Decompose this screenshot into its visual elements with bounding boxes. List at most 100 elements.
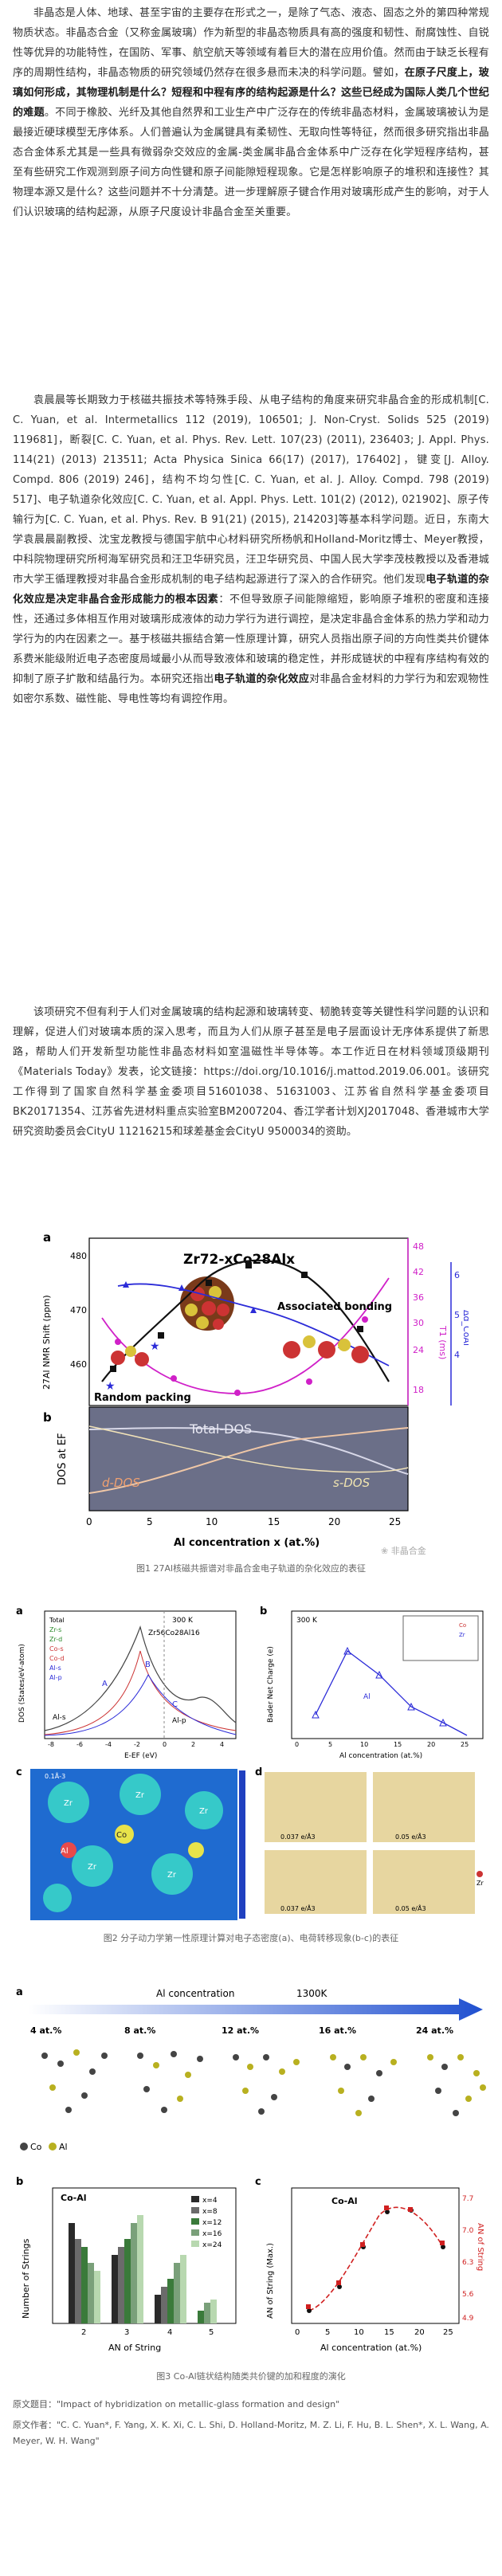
svg-text:Al: Al <box>61 1847 69 1856</box>
temp-label: 300 K <box>172 1617 194 1625</box>
svg-text:3: 3 <box>124 2328 129 2337</box>
figure-1: a 480 470 460 27Al NMR Shift (ppm) 48 42 36 … <box>38 1230 469 1555</box>
figure-2-caption: 图2 分子动力学第一性原理计算对电子态密度(a)、电荷转移现象(b-c)的表征 <box>103 1933 399 1943</box>
svg-text:-8: -8 <box>48 1741 54 1748</box>
concentration-arrow <box>29 1998 483 2021</box>
svg-text:x=16: x=16 <box>202 2230 222 2238</box>
svg-text:C: C <box>172 1700 178 1709</box>
svg-text:★: ★ <box>150 1340 160 1353</box>
dos-axis-label: DOS at EF <box>57 1433 69 1485</box>
bar-y-label: Number of Strings <box>21 2238 31 2319</box>
svg-text:x=4: x=4 <box>202 2197 218 2205</box>
curve-x-label: Al concentration (at.%) <box>320 2343 422 2353</box>
panel-a-label: a <box>16 1606 23 1617</box>
figure-2: a Total Zr-s Zr-d Co-s Co-d Al-s Al-p 30… <box>13 1603 489 1925</box>
svg-text:Zr: Zr <box>459 1632 465 1638</box>
bader-al-line <box>315 1650 468 1736</box>
svg-text:10: 10 <box>354 2328 364 2337</box>
svg-text:Zr: Zr <box>135 1791 145 1800</box>
svg-text:Al-s: Al-s <box>49 1664 61 1672</box>
svg-text:10: 10 <box>360 1741 368 1748</box>
paragraph-intro: 非晶态是人体、地球、甚至宇宙的主要存在形式之一，是除了气态、液态、固态之外的第四… <box>13 7 489 218</box>
svg-text:4 at.%: 4 at.% <box>30 2025 61 2036</box>
reference-authors: 原文作者："C. C. Yuan*, F. Yang, X. K. Xi, C.… <box>13 2420 489 2446</box>
svg-text:Al-p: Al-p <box>172 1717 186 1725</box>
concentration-labels: 4 at.% 8 at.% 12 at.% 16 at.% 24 at.% <box>30 2025 453 2036</box>
svg-text:Co: Co <box>116 1831 127 1840</box>
string-bars <box>69 2215 217 2323</box>
svg-text:0: 0 <box>295 2328 300 2337</box>
x-axis-label: Al concentration x (at.%) <box>174 1537 320 1549</box>
bar-legend: x=4 x=8 x=12 x=16 x=24 <box>191 2196 222 2249</box>
svg-text:20: 20 <box>414 2328 425 2337</box>
highlight-question: 在原子尺度上，玻璃如何形成，其物理机制是什么？短程和中程有序的结构起源是什么？这… <box>13 67 489 119</box>
svg-text:20: 20 <box>427 1741 435 1748</box>
svg-text:15: 15 <box>384 2328 394 2337</box>
svg-text:460: 460 <box>70 1359 87 1370</box>
svg-text:16 at.%: 16 at.% <box>319 2025 356 2036</box>
svg-text:Zr-d: Zr-d <box>49 1636 62 1643</box>
svg-text:B: B <box>145 1660 151 1669</box>
svg-text:Al-p: Al-p <box>49 1674 62 1681</box>
svg-text:6: 6 <box>454 1270 460 1280</box>
dos-panel <box>88 1406 409 1511</box>
temperature-label: 1300K <box>296 1988 328 1999</box>
svg-text:0: 0 <box>163 1741 167 1748</box>
isosurface-images <box>265 1772 475 1914</box>
dcoal-axis-ticks: 6 5 4 <box>454 1270 460 1360</box>
figure-3-caption: 图3 Co-Al链状结构随类共价键的加和程度的演化 <box>156 2371 346 2382</box>
svg-text:24: 24 <box>413 1345 424 1355</box>
svg-text:Zr: Zr <box>64 1799 73 1808</box>
x-axis-ticks: 0 5 10 15 20 25 <box>86 1516 401 1527</box>
svg-text:300 K: 300 K <box>296 1617 318 1625</box>
svg-text:25: 25 <box>443 2328 453 2337</box>
t1-axis-label: T1 (ms) <box>437 1325 448 1359</box>
svg-text:0.1Å-3: 0.1Å-3 <box>45 1771 65 1780</box>
svg-text:24 at.%: 24 at.% <box>416 2025 453 2036</box>
svg-text:42: 42 <box>413 1267 424 1277</box>
d-dos-label: d-DOS <box>102 1476 140 1490</box>
svg-text:480: 480 <box>70 1251 87 1261</box>
svg-text:20: 20 <box>328 1516 340 1527</box>
svg-text:Co: Co <box>30 2142 42 2152</box>
panel-b-label: b <box>16 2176 23 2188</box>
svg-text:Co-s: Co-s <box>49 1645 64 1653</box>
curve-frame <box>291 2187 460 2324</box>
svg-text:Co: Co <box>459 1622 466 1629</box>
svg-text:6.3: 6.3 <box>462 2259 473 2267</box>
panel-d-label: d <box>255 1766 262 1778</box>
svg-text:2: 2 <box>191 1741 195 1748</box>
an-curve <box>308 2206 444 2311</box>
associated-bonding-label: Associated bonding <box>277 1301 392 1313</box>
panel-a-label: a <box>43 1230 51 1245</box>
random-packing-label: Random packing <box>94 1392 191 1404</box>
svg-text:7.0: 7.0 <box>462 2227 474 2235</box>
nmr-points <box>110 1262 363 1372</box>
paragraph-research: 袁晨晨等长期致力于核磁共振技术等特殊手段、从电子结构的角度来研究非晶合金的形成机… <box>13 394 489 705</box>
svg-text:★: ★ <box>105 1380 116 1393</box>
t1-points <box>115 1316 368 1396</box>
legend-co-al: Co Al <box>20 2142 68 2152</box>
figure-3: a Al concentration 1300K 4 at.% 8 at.% 1… <box>13 1984 489 2363</box>
svg-text:15: 15 <box>394 1741 402 1748</box>
nmr-axis-label: 27Al NMR Shift (ppm) <box>41 1295 52 1390</box>
svg-text:Al: Al <box>363 1693 371 1701</box>
paragraph-significance: 该项研究不但有利于人们对金属玻璃的结构起源和玻璃转变、韧脆转变等关键性科学问题的… <box>13 1006 489 1138</box>
highlight-finding: 电子轨道的杂化效应是决定非晶合金形成能力的根本因素 <box>13 574 489 606</box>
svg-text:Zr: Zr <box>167 1871 177 1880</box>
svg-text:15: 15 <box>268 1516 280 1527</box>
panel-b-label: b <box>43 1410 52 1425</box>
svg-text:Co-Al: Co-Al <box>61 2193 86 2203</box>
bonding-schematic <box>111 1335 369 1366</box>
figure-1-caption: 图1 27Al核磁共振谱对非晶合金电子轨道的杂化效应的表征 <box>135 1563 367 1574</box>
svg-text:5: 5 <box>328 1741 332 1748</box>
svg-text:30: 30 <box>413 1318 424 1328</box>
svg-text:2: 2 <box>81 2328 86 2337</box>
curve-y-label: AN of String (Max.) <box>266 2243 275 2319</box>
dos-frame <box>44 1610 237 1739</box>
watermark: 非晶合金 <box>381 1544 426 1557</box>
svg-text:0.037 e/Å3: 0.037 e/Å3 <box>280 1904 316 1912</box>
svg-text:5: 5 <box>147 1516 153 1527</box>
svg-text:-6: -6 <box>76 1741 83 1748</box>
svg-text:Co-Al: Co-Al <box>331 2196 357 2206</box>
